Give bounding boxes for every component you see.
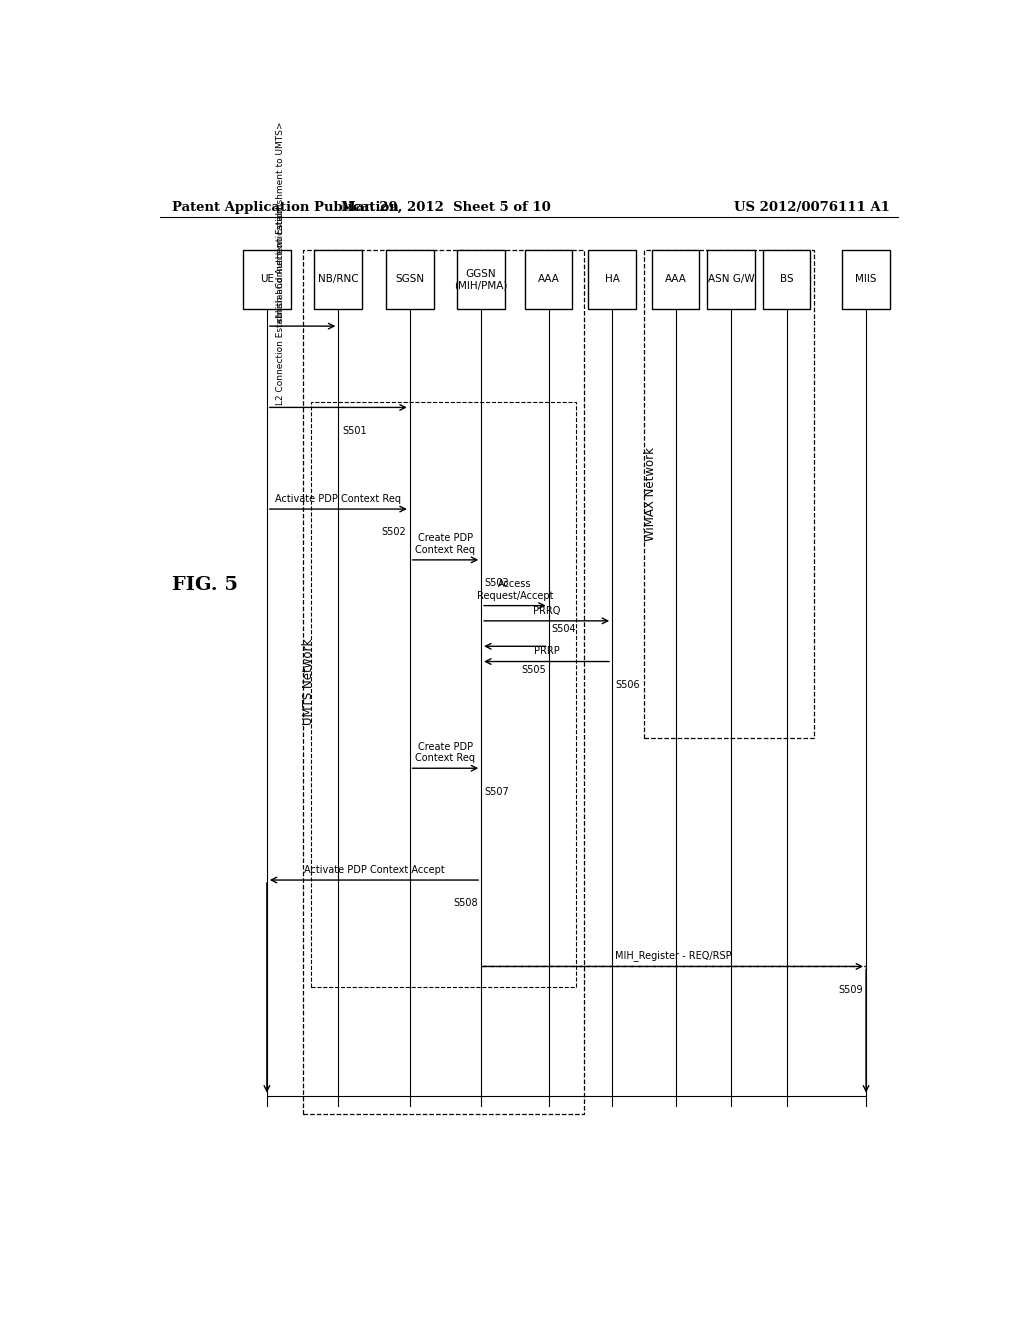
Text: UMTS Network: UMTS Network xyxy=(302,639,315,725)
Text: GGSN
(MIH/PMA): GGSN (MIH/PMA) xyxy=(455,268,508,290)
Text: S503: S503 xyxy=(484,578,509,589)
Text: BS: BS xyxy=(780,275,794,284)
Text: PRRP: PRRP xyxy=(534,647,559,656)
Text: S509: S509 xyxy=(839,985,863,995)
Text: S501: S501 xyxy=(342,426,367,436)
Bar xyxy=(708,249,755,309)
Text: MIH_Register - REQ/RSP: MIH_Register - REQ/RSP xyxy=(615,950,732,961)
Bar xyxy=(763,249,811,309)
Bar xyxy=(310,403,577,987)
Text: NB/RNC: NB/RNC xyxy=(318,275,358,284)
Text: Create PDP
Context Req: Create PDP Context Req xyxy=(416,742,475,763)
Bar xyxy=(314,249,362,309)
Bar xyxy=(243,249,291,309)
Text: S506: S506 xyxy=(615,680,640,690)
Text: Activate PDP Context Accept: Activate PDP Context Accept xyxy=(304,865,444,875)
Text: S507: S507 xyxy=(484,787,509,796)
Text: Access
Request/Accept: Access Request/Accept xyxy=(476,579,553,601)
Bar xyxy=(458,249,505,309)
Bar xyxy=(644,249,814,738)
Text: ASN G/W: ASN G/W xyxy=(708,275,755,284)
Text: S502: S502 xyxy=(381,528,406,537)
Text: PRRQ: PRRQ xyxy=(532,606,560,615)
Text: US 2012/0076111 A1: US 2012/0076111 A1 xyxy=(734,201,890,214)
Text: Activate PDP Context Req: Activate PDP Context Req xyxy=(275,494,401,504)
Bar xyxy=(386,249,433,309)
Bar xyxy=(303,249,585,1114)
Text: SGSN: SGSN xyxy=(395,275,424,284)
Bar xyxy=(524,249,572,309)
Text: MIIS: MIIS xyxy=(855,275,877,284)
Text: AAA: AAA xyxy=(665,275,686,284)
Text: FIG. 5: FIG. 5 xyxy=(172,577,238,594)
Text: HA: HA xyxy=(604,275,620,284)
Text: L2 Connection Establish and Authentication: L2 Connection Establish and Authenticati… xyxy=(276,207,286,405)
Text: S505: S505 xyxy=(521,664,546,675)
Text: Create PDP
Context Req: Create PDP Context Req xyxy=(416,533,475,554)
Text: Mar. 29, 2012  Sheet 5 of 10: Mar. 29, 2012 Sheet 5 of 10 xyxy=(341,201,550,214)
Bar xyxy=(651,249,699,309)
Text: UE: UE xyxy=(260,275,273,284)
Bar xyxy=(588,249,636,309)
Text: AAA: AAA xyxy=(538,275,559,284)
Text: WiMAX Network: WiMAX Network xyxy=(644,446,656,541)
Text: S504: S504 xyxy=(551,624,575,634)
Text: <Initial Connection Establishment to UMTS>: <Initial Connection Establishment to UMT… xyxy=(276,121,286,325)
Text: Patent Application Publication: Patent Application Publication xyxy=(172,201,398,214)
Bar xyxy=(842,249,890,309)
Text: S508: S508 xyxy=(454,899,478,908)
